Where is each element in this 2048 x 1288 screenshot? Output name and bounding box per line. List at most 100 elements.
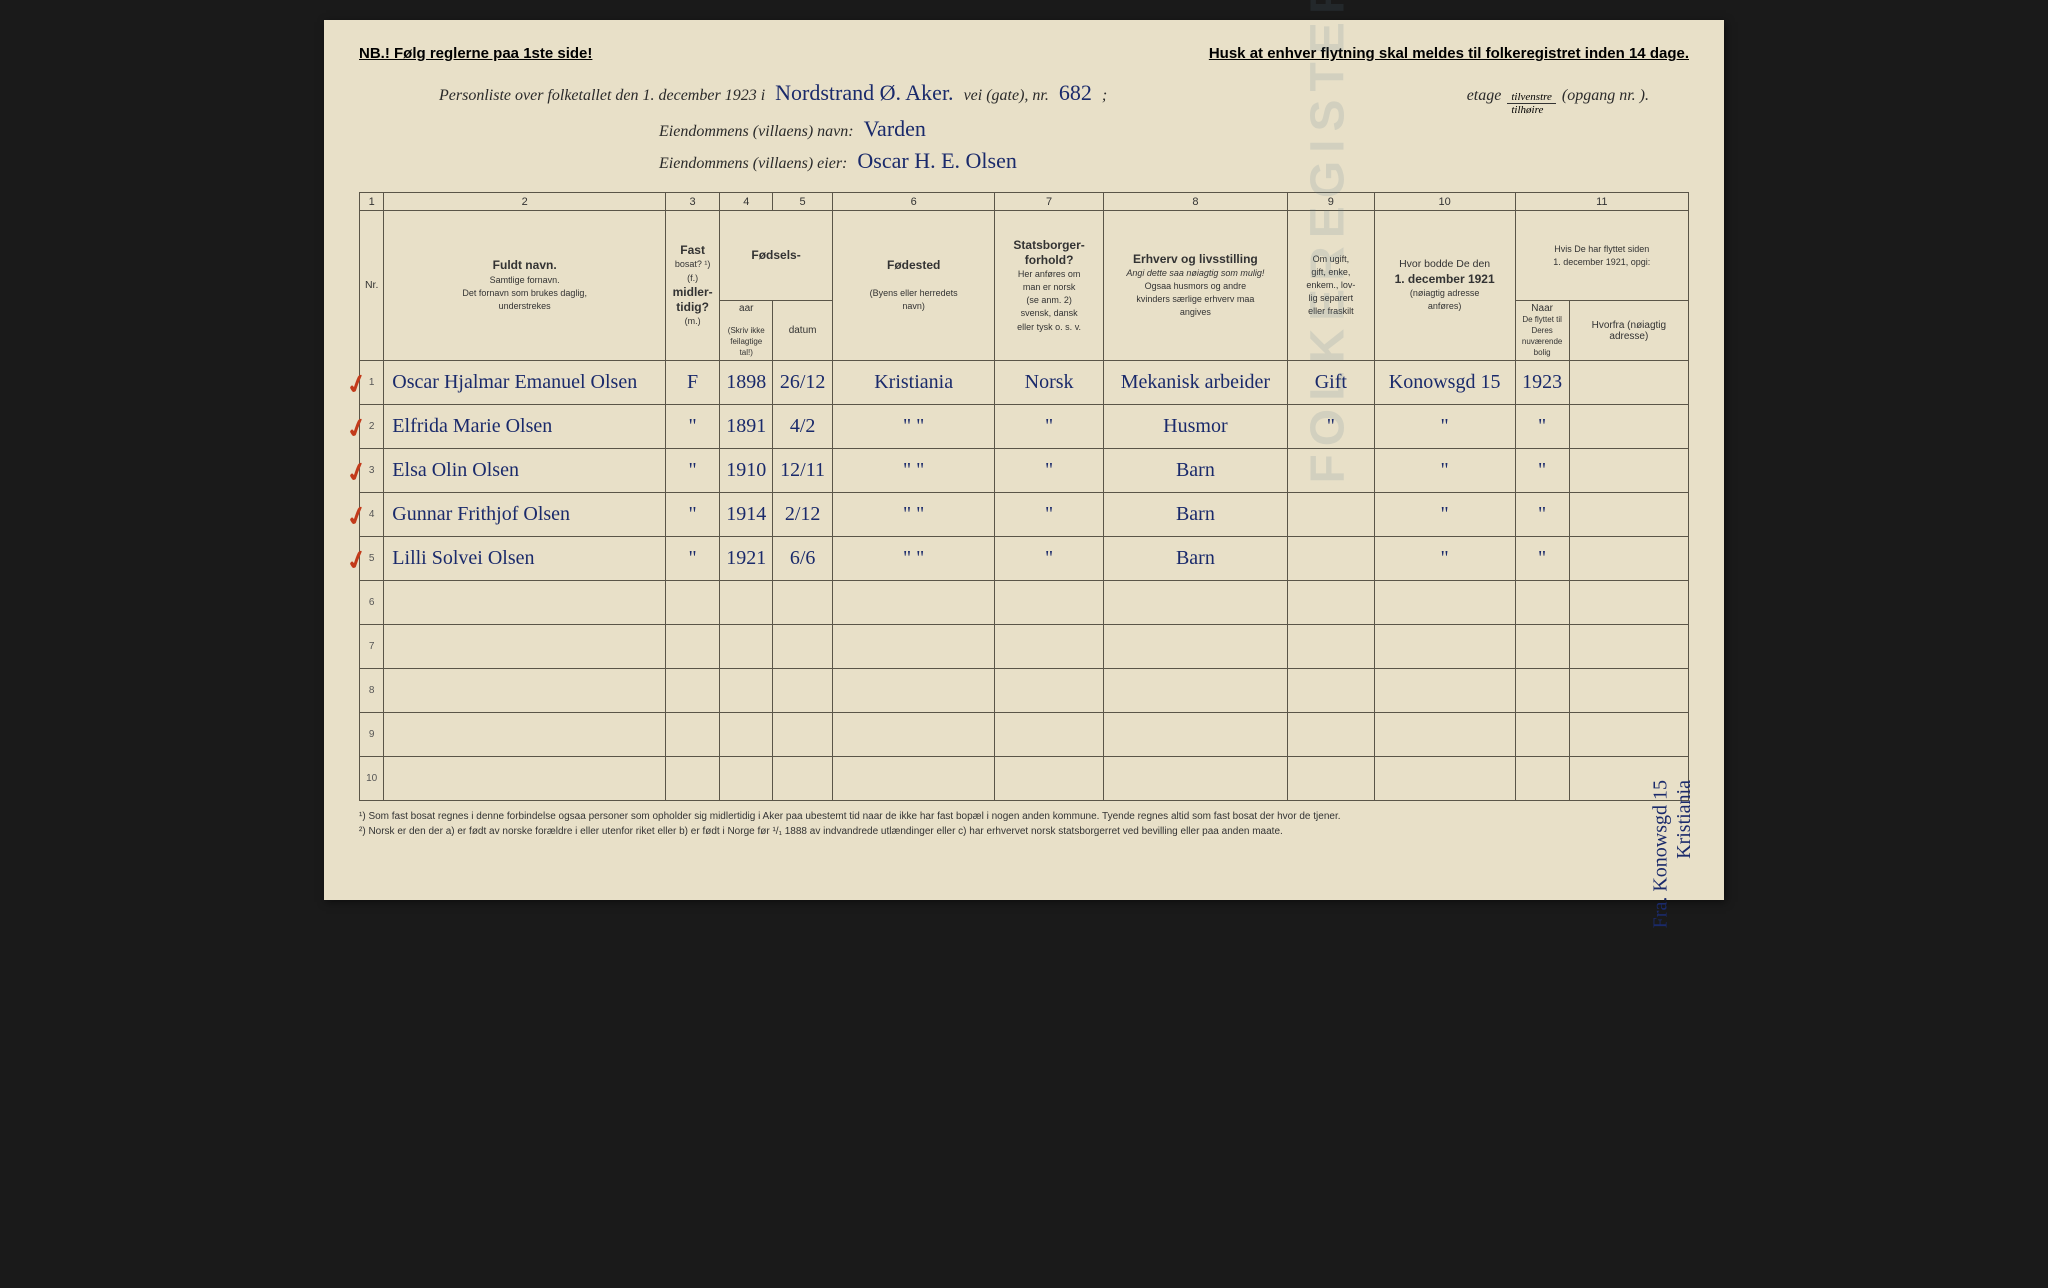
hdr-stats-sub: Her anføres om man er norsk (se anm. 2) … [1017, 269, 1081, 332]
cell-empty [384, 669, 666, 713]
hdr-fast-sub1: bosat? ¹) [675, 259, 711, 269]
cell-gift [1288, 493, 1375, 537]
cell-stats: Norsk [995, 361, 1103, 405]
cell-stats: " [995, 493, 1103, 537]
vertical-note-1: Fra. Konowsgd 15 [1649, 780, 1672, 928]
census-table: 1 2 3 4 5 6 7 8 9 10 11 Nr. Fuldt navn. … [359, 192, 1689, 801]
cell-empty [1103, 669, 1287, 713]
cell-empty [1374, 625, 1515, 669]
col-num-4: 4 [720, 193, 773, 211]
etage-label: etage [1467, 80, 1502, 112]
table-row: ✓5 Lilli Solvei Olsen " 1921 6/6 " " " B… [360, 537, 1689, 581]
hdr-bodde-date: 1. december 1921 [1395, 272, 1495, 286]
reminder-notice: Husk at enhver flytning skal meldes til … [1209, 45, 1689, 62]
hdr-name: Fuldt navn. Samtlige fornavn. Det fornav… [384, 211, 666, 361]
form-header: Personliste over folketallet den 1. dece… [439, 80, 1649, 180]
cell-empty [832, 625, 995, 669]
cell-empty [1374, 757, 1515, 801]
hdr-bodde: Hvor bodde De den 1. december 1921 (nøia… [1374, 211, 1515, 361]
hdr-flyttet-sub: De flyttet til Deres nuværende bolig [1522, 315, 1562, 357]
hdr-stats-text: Statsborger- forhold? [1013, 238, 1084, 267]
cell-datum: 4/2 [773, 405, 833, 449]
hdr-fodested-text: Fødested [887, 258, 940, 272]
header-line-2: Eiendommens (villaens) navn: Varden [659, 116, 1649, 148]
cell-empty [384, 713, 666, 757]
hdr-bodde-sub: (nøiagtig adresse anføres) [1410, 288, 1480, 311]
hdr-naar-text: Naar [1531, 303, 1553, 314]
cell-aar: 1898 [720, 361, 773, 405]
cell-empty [1515, 757, 1569, 801]
tilvenstre-label: tilvenstre [1507, 91, 1556, 104]
cell-fodested: " " [832, 405, 995, 449]
cell-empty [1288, 713, 1375, 757]
cell-addr: Konowsgd 15 [1374, 361, 1515, 405]
cell-gift [1288, 449, 1375, 493]
cell-stats: " [995, 537, 1103, 581]
row-number: 7 [360, 625, 384, 669]
cell-empty [720, 713, 773, 757]
table-row-empty: 8 [360, 669, 1689, 713]
cell-fodested: " " [832, 493, 995, 537]
hdr-fodested-sub: (Byens eller herredets navn) [870, 288, 958, 311]
red-tick-icon: ✓ [342, 455, 371, 491]
cell-datum: 26/12 [773, 361, 833, 405]
cell-name: Gunnar Frithjof Olsen [384, 493, 666, 537]
cell-name: Lilli Solvei Olsen [384, 537, 666, 581]
cell-empty [1515, 581, 1569, 625]
hdr-name-sub: Samtlige fornavn. Det fornavn som brukes… [462, 275, 587, 311]
hdr-skriv: (Skriv ikke feilagtige tal!) [728, 326, 765, 357]
cell-empty [666, 625, 720, 669]
hdr-fuldt-navn: Fuldt navn. [493, 258, 557, 272]
cell-empty [666, 757, 720, 801]
footnotes: ¹) Som fast bosat regnes i denne forbind… [359, 809, 1689, 839]
villa-name-label: Eiendommens (villaens) navn: [659, 116, 854, 148]
cell-addr: " [1374, 537, 1515, 581]
row-number: ✓5 [360, 537, 384, 581]
cell-empty [832, 757, 995, 801]
villa-name: Varden [858, 118, 932, 140]
cell-naar: " [1515, 405, 1569, 449]
place-name: Nordstrand Ø. Aker. [769, 82, 959, 104]
cell-aar: 1891 [720, 405, 773, 449]
row-number: 8 [360, 669, 384, 713]
hdr-datum-text: datum [789, 325, 817, 336]
hdr-erhverv-em: Angi dette saa nøiagtig som mulig! [1126, 268, 1264, 278]
table-row-empty: 6 [360, 581, 1689, 625]
cell-empty [720, 625, 773, 669]
row-number: 10 [360, 757, 384, 801]
hdr-fast-sub3: (m.) [685, 316, 701, 326]
cell-empty [1288, 757, 1375, 801]
col-num-8: 8 [1103, 193, 1287, 211]
table-row-empty: 9 [360, 713, 1689, 757]
row-number: ✓1 [360, 361, 384, 405]
hdr-fodsels: Fødsels- [720, 211, 833, 301]
personliste-label: Personliste over folketallet den 1. dece… [439, 80, 765, 112]
table-row: ✓4 Gunnar Frithjof Olsen " 1914 2/12 " "… [360, 493, 1689, 537]
cell-naar: " [1515, 449, 1569, 493]
table-row: ✓1 Oscar Hjalmar Emanuel Olsen F 1898 26… [360, 361, 1689, 405]
cell-empty [1288, 581, 1375, 625]
cell-empty [995, 713, 1103, 757]
hdr-naar: Naar De flyttet til Deres nuværende boli… [1515, 301, 1569, 361]
red-tick-icon: ✓ [342, 411, 371, 447]
col-num-6: 6 [832, 193, 995, 211]
cell-empty [832, 581, 995, 625]
header-line-3: Eiendommens (villaens) eier: Oscar H. E.… [659, 148, 1649, 180]
col-num-5: 5 [773, 193, 833, 211]
hdr-fast-sub2: (f.) [687, 273, 698, 283]
cell-fast: " [666, 449, 720, 493]
cell-gift: Gift [1288, 361, 1375, 405]
cell-empty [1569, 625, 1688, 669]
col-num-3: 3 [666, 193, 720, 211]
cell-empty [995, 581, 1103, 625]
cell-empty [1569, 581, 1688, 625]
separator: ; [1102, 80, 1107, 112]
cell-empty [773, 625, 833, 669]
hdr-aar-text: aar [739, 303, 753, 314]
col-num-11: 11 [1515, 193, 1688, 211]
table-row-empty: 10 [360, 757, 1689, 801]
footnote-1: ¹) Som fast bosat regnes i denne forbind… [359, 809, 1689, 824]
cell-name: Elfrida Marie Olsen [384, 405, 666, 449]
cell-empty [1515, 625, 1569, 669]
hdr-fast-top: Fast [680, 243, 705, 257]
